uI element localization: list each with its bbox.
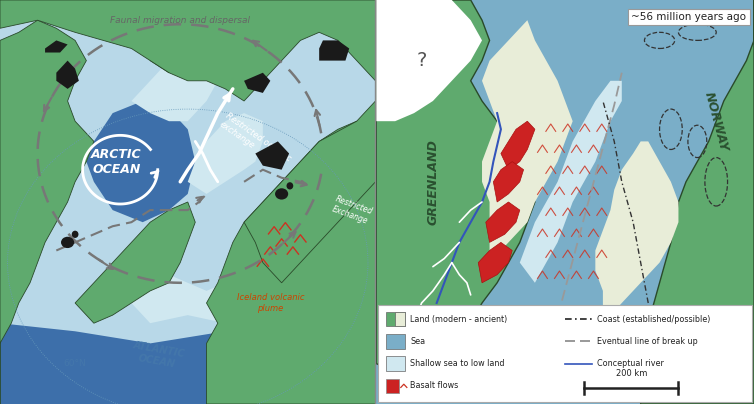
Text: Faunal migration and dispersal: Faunal migration and dispersal [110,16,250,25]
Text: Sea: Sea [410,337,425,346]
Polygon shape [244,73,271,93]
Polygon shape [207,121,375,404]
Polygon shape [87,101,195,222]
Text: GREENLAND: GREENLAND [427,139,440,225]
Bar [386,379,399,393]
Polygon shape [319,40,349,61]
Polygon shape [641,0,754,404]
Text: Restricted oceanic
exchange: Restricted oceanic exchange [218,111,293,172]
Text: Basalt flows: Basalt flows [410,381,458,390]
Ellipse shape [72,231,78,238]
Text: ~56 million years ago: ~56 million years ago [631,12,746,22]
Polygon shape [256,141,289,170]
Polygon shape [493,162,523,202]
Bar [386,312,405,326]
Polygon shape [45,40,68,53]
Text: 60°N: 60°N [64,359,87,368]
Text: Shallow sea to low land: Shallow sea to low land [410,359,504,368]
Text: ARCTIC
OCEAN: ARCTIC OCEAN [91,147,142,176]
Polygon shape [376,0,535,372]
Polygon shape [478,242,512,283]
Polygon shape [57,61,79,89]
FancyBboxPatch shape [379,305,752,402]
Text: NORWAY: NORWAY [702,90,731,152]
Text: ATLANTIC
OCEAN: ATLANTIC OCEAN [130,340,185,371]
Bar [395,312,405,326]
Polygon shape [596,141,679,323]
Polygon shape [0,0,375,404]
Bar [386,334,405,349]
Text: Land (modern - ancient): Land (modern - ancient) [410,315,507,324]
Text: Conceptual river: Conceptual river [597,359,664,368]
Polygon shape [188,113,263,194]
Polygon shape [0,0,375,101]
Text: Restricted
Exchange: Restricted Exchange [330,194,374,226]
Text: Iceland volcanic
plume: Iceland volcanic plume [237,293,304,313]
Text: Eventual line of break up: Eventual line of break up [597,337,698,346]
Polygon shape [501,121,535,170]
Polygon shape [546,0,754,404]
Polygon shape [244,101,375,283]
Polygon shape [376,0,754,404]
Text: Coast (established/possible): Coast (established/possible) [597,315,710,324]
Ellipse shape [275,188,288,200]
Text: ?: ? [416,51,427,70]
Polygon shape [75,202,195,323]
Polygon shape [131,263,282,323]
Polygon shape [482,20,573,263]
Polygon shape [486,202,520,242]
Polygon shape [131,48,218,121]
Polygon shape [150,0,207,73]
Polygon shape [376,0,482,121]
Ellipse shape [61,237,74,248]
Bar [386,356,405,371]
Polygon shape [0,20,94,404]
Polygon shape [0,323,375,404]
Polygon shape [520,81,622,283]
Text: 200 km: 200 km [615,369,647,378]
Ellipse shape [287,182,293,189]
